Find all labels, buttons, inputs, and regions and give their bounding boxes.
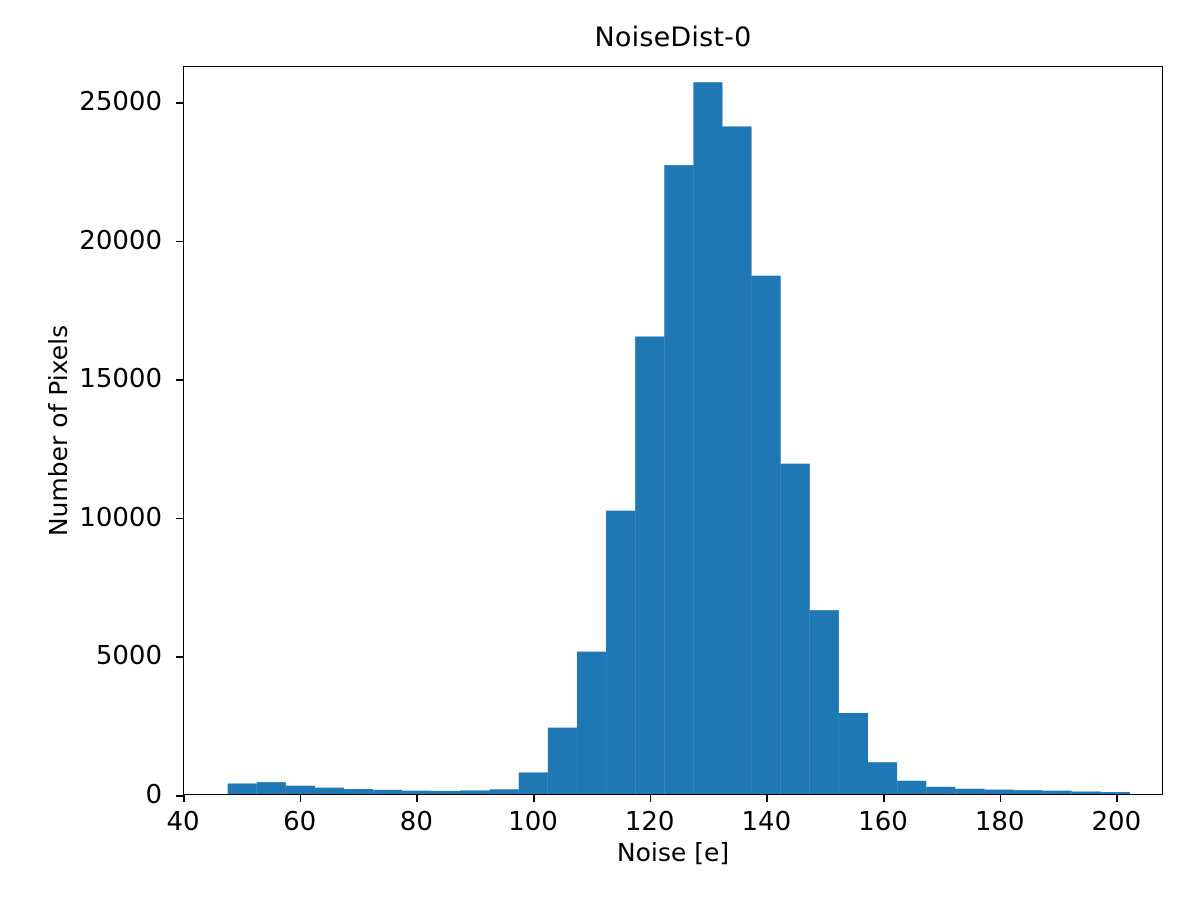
histogram-bar [547,727,577,794]
histogram-bar [518,772,548,794]
histogram-bar [1100,792,1130,794]
histogram-bar [722,126,752,794]
x-tick-label: 200 [1091,807,1142,837]
histogram-bar [926,786,956,794]
histogram-bar [460,790,490,794]
histogram-bar [897,780,927,794]
histogram-bar [635,336,665,794]
x-tick-label: 120 [624,807,675,837]
x-tick-label: 60 [283,807,317,837]
x-tick-label: 80 [399,807,433,837]
x-tick-mark [999,795,1002,802]
x-tick-mark [1116,795,1118,802]
x-tick-mark [649,795,652,802]
x-tick-mark [883,795,885,802]
x-axis-tick-labels: 40 60 80 100 120 140 160 180 200 [166,795,1163,855]
histogram-bar [809,610,839,794]
histogram-bar [693,82,723,794]
x-tick-label: 140 [741,807,792,837]
y-tick-label: 5000 [95,641,162,672]
plot-area [183,66,1163,795]
histogram-bar [489,789,519,794]
x-tick-mark [766,795,768,802]
x-tick-mark [416,795,418,802]
y-axis-label: Number of Pixels [44,324,73,537]
y-tick-mark [176,379,183,381]
histogram-bar [955,788,985,794]
chart-title: NoiseDist-0 [594,22,752,53]
y-tick-label: 10000 [79,502,162,533]
histogram-bar [314,787,345,794]
y-tick-label: 0 [145,780,162,810]
y-tick-mark [176,656,183,658]
histogram-bar [868,762,898,794]
y-tick-mark [176,102,183,104]
y-tick-label: 20000 [79,225,162,256]
histogram-bar [606,510,636,794]
y-tick-mark [176,517,183,520]
y-tick-mark [176,795,183,797]
histogram-bar [1071,791,1101,794]
histogram-bar [780,463,810,794]
y-tick-label: 15000 [79,364,162,395]
histogram-bars [184,67,1162,794]
y-tick-label: 25000 [79,87,162,118]
y-tick-mark [176,240,183,243]
histogram-bar [227,783,257,794]
x-tick-mark [299,795,302,802]
x-tick-mark [183,795,185,802]
histogram-bar [984,789,1014,794]
histogram-bar [256,782,286,794]
x-tick-label: 40 [166,807,200,837]
x-tick-label: 100 [508,807,558,837]
histogram-bar [664,165,694,794]
histogram-bar [1013,790,1043,794]
histogram-bar [285,785,315,794]
histogram-bar [576,651,607,794]
x-axis-label: Noise [e] [616,838,730,867]
histogram-bar [751,275,781,794]
x-tick-label: 160 [858,807,908,837]
histogram-bar [1042,790,1072,794]
histogram-bar [402,790,432,794]
y-axis-tick-labels: 0 5000 10000 15000 20000 25000 [0,66,176,810]
x-tick-label: 180 [974,807,1025,837]
x-tick-mark [533,795,535,802]
histogram-bar [373,789,403,794]
histogram-bar [344,789,374,794]
histogram-bar [838,713,869,794]
histogram-bar [431,790,461,794]
